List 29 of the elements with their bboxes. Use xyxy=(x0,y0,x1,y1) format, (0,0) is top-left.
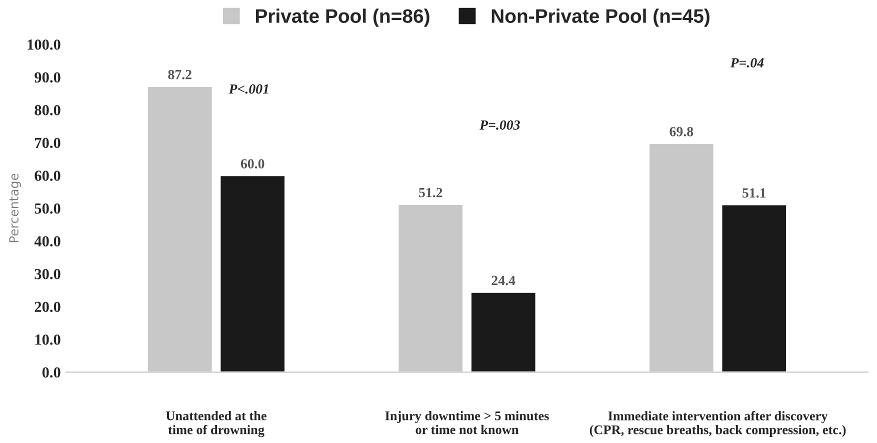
y-tick-label: 20.0 xyxy=(34,302,60,312)
y-tick-label: 30.0 xyxy=(34,268,60,280)
annotation: P=.003 xyxy=(480,120,520,130)
bar xyxy=(470,291,537,372)
y-tick-label: 10.0 xyxy=(35,334,60,345)
legend-label: Non-Private Pool (n=45) xyxy=(492,8,710,27)
text: 69.8 xyxy=(670,126,694,136)
bar xyxy=(720,204,788,372)
x-tick-label: Injury downtime > 5 minutes or time not known xyxy=(385,411,549,434)
text: 24.4 xyxy=(492,276,516,286)
y-tick-label: 40.0 xyxy=(34,236,60,247)
annotation: P=.04 xyxy=(730,58,764,68)
x-tick-label: Immediate intervention after discovery (CPR, rescue breaths, back compression, etc.) xyxy=(590,411,846,437)
y-axis-title: Percentage xyxy=(9,174,21,242)
y-tick-label: 0.0 xyxy=(42,367,60,378)
y-tick-label: 80.0 xyxy=(34,105,60,116)
y-tick-label: 70.0 xyxy=(35,138,60,148)
annotation: P<.001 xyxy=(228,84,268,94)
x-tick-label: Unattended at the time of drowning xyxy=(166,411,266,438)
text: 60.0 xyxy=(240,159,264,168)
bar xyxy=(219,174,286,372)
y-tick-label: 90.0 xyxy=(34,72,60,83)
y-tick-label: 100.0 xyxy=(28,39,60,50)
y-tick-label: 60.0 xyxy=(34,170,60,181)
y-tick-label: 50.0 xyxy=(34,203,60,214)
text: 51.1 xyxy=(742,188,766,198)
text: 87.2 xyxy=(168,70,192,80)
text: 51.2 xyxy=(419,188,442,198)
legend-label: Private Pool (n=86) xyxy=(256,8,430,27)
